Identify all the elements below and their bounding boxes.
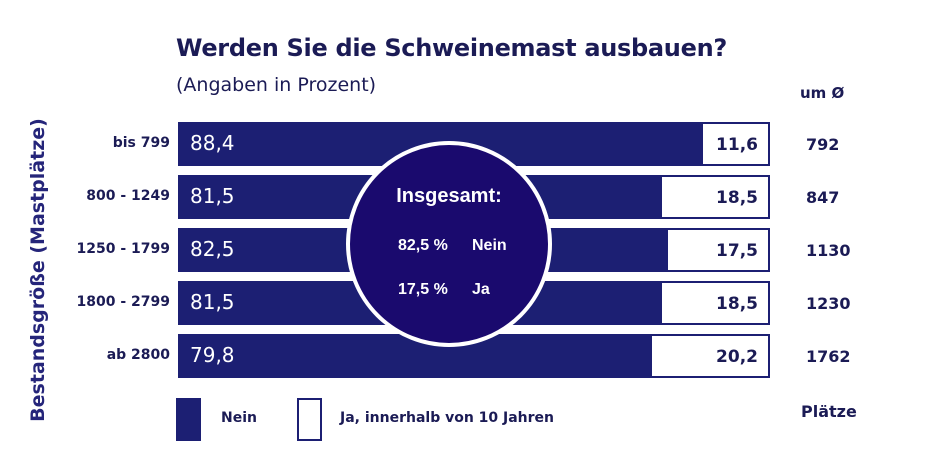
bar-nein-value: 79,8 (190, 343, 235, 367)
average-value: 1762 (806, 347, 851, 366)
chart-subtitle: (Angaben in Prozent) (176, 74, 377, 96)
summary-nein-label: Nein (472, 237, 507, 254)
bar-ja-value: 18,5 (716, 188, 758, 208)
average-value: 1130 (806, 241, 851, 260)
bar-ja: 17,5 (666, 228, 770, 272)
bar-nein: 79,8 (178, 334, 650, 378)
bar-nein-value: 88,4 (190, 131, 235, 155)
bar-ja-value: 20,2 (716, 347, 758, 367)
summary-ja-pct: 17,5 % (398, 281, 448, 298)
bar-ja: 18,5 (660, 175, 770, 219)
average-value: 1230 (806, 294, 851, 313)
y-axis-label: Bestandsgröße (Mastplätze) (27, 118, 49, 422)
bar-ja: 20,2 (650, 334, 770, 378)
average-header: um Ø (800, 84, 845, 102)
bar-ja: 18,5 (660, 281, 770, 325)
legend-swatch-nein (176, 398, 201, 441)
bar-nein-value: 81,5 (190, 290, 235, 314)
summary-nein-pct: 82,5 % (398, 237, 448, 254)
summary-line-nein: 82,5 % Nein (398, 237, 507, 255)
average-value: 792 (806, 135, 840, 154)
bar-ja-value: 18,5 (716, 294, 758, 314)
bar-ja-value: 11,6 (716, 135, 758, 155)
legend-swatch-ja (297, 398, 322, 441)
summary-title: Insgesamt: (396, 185, 502, 207)
average-unit: Plätze (801, 402, 857, 421)
legend-label-nein: Nein (221, 410, 257, 426)
summary-ja-label: Ja (472, 281, 490, 298)
summary-circle: Insgesamt: 82,5 % Nein 17,5 % Ja (346, 141, 552, 347)
bar-nein-value: 81,5 (190, 184, 235, 208)
chart-title: Werden Sie die Schweinemast ausbauen? (176, 34, 727, 62)
category-label: 1250 - 1799 (76, 241, 171, 257)
bar-ja: 11,6 (701, 122, 770, 166)
category-label: ab 2800 (106, 347, 170, 363)
summary-line-ja: 17,5 % Ja (398, 281, 490, 299)
category-label: 800 - 1249 (86, 188, 170, 204)
legend-label-ja: Ja, innerhalb von 10 Jahren (340, 410, 555, 426)
bar-nein-value: 82,5 (190, 237, 235, 261)
category-label: 1800 - 2799 (76, 294, 171, 310)
bar-ja-value: 17,5 (716, 241, 758, 261)
bar-row: 79,8 20,2 (178, 334, 770, 378)
average-value: 847 (806, 188, 840, 207)
category-label: bis 799 (112, 135, 170, 151)
